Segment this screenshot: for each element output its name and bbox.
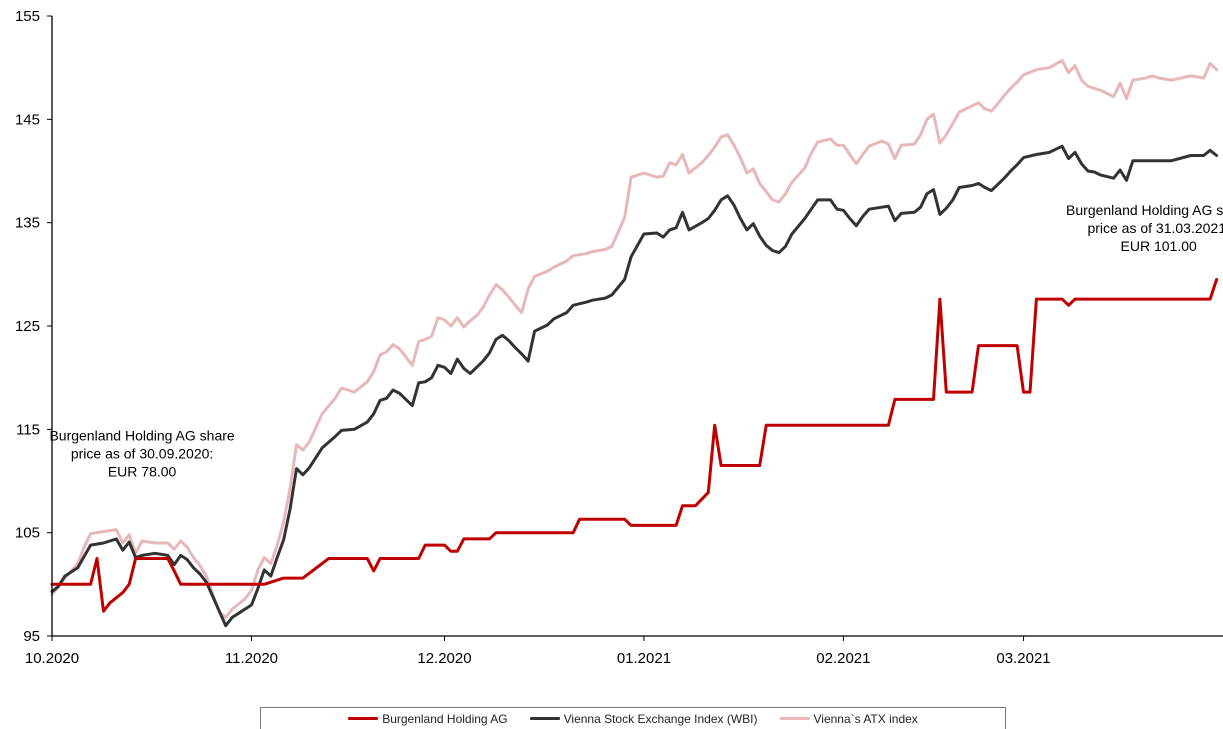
y-tick-label: 145 — [15, 111, 40, 128]
y-tick-label: 95 — [23, 628, 40, 645]
x-tick-label: 01.2021 — [617, 650, 671, 667]
tick-layer: 95 105 115 125 135 145 155 10.2020 11.2020 12.202… — [15, 8, 1051, 667]
series-line-0 — [50, 278, 1219, 613]
series-line-2 — [50, 58, 1219, 619]
x-tick-label: 12.2020 — [417, 650, 471, 667]
legend-item-burgenland: Burgenland Holding AG — [348, 711, 508, 726]
annotation-layer: Burgenland Holding AG share price as of 3… — [49, 202, 1223, 479]
legend-swatch-wbi — [529, 717, 560, 720]
legend: Burgenland Holding AG Vienna Stock Excha… — [260, 707, 1006, 729]
annotation-0: Burgenland Holding AG share price as of 3… — [49, 427, 234, 479]
legend-swatch-burgenland — [348, 717, 379, 720]
legend-swatch-atx — [779, 717, 810, 720]
legend-label-wbi: Vienna Stock Exchange Index (WBI) — [563, 711, 758, 726]
y-tick-label: 135 — [15, 215, 40, 232]
series-layer — [50, 58, 1219, 628]
legend-item-wbi: Vienna Stock Exchange Index (WBI) — [529, 711, 758, 726]
x-tick-label: 02.2021 — [816, 650, 870, 667]
series-line-1 — [50, 144, 1219, 628]
y-tick-label: 105 — [15, 525, 40, 542]
legend-label-atx: Vienna`s ATX index — [813, 711, 918, 726]
x-tick-label: 03.2021 — [996, 650, 1050, 667]
x-tick-label: 11.2020 — [225, 650, 278, 667]
legend-item-atx: Vienna`s ATX index — [779, 711, 918, 726]
y-tick-label: 115 — [16, 421, 40, 438]
legend-label-burgenland: Burgenland Holding AG — [382, 711, 508, 726]
x-tick-label: 10.2020 — [25, 650, 79, 667]
axis-layer — [51, 16, 1223, 637]
y-tick-label: 155 — [15, 8, 40, 25]
y-tick-label: 125 — [15, 318, 40, 335]
